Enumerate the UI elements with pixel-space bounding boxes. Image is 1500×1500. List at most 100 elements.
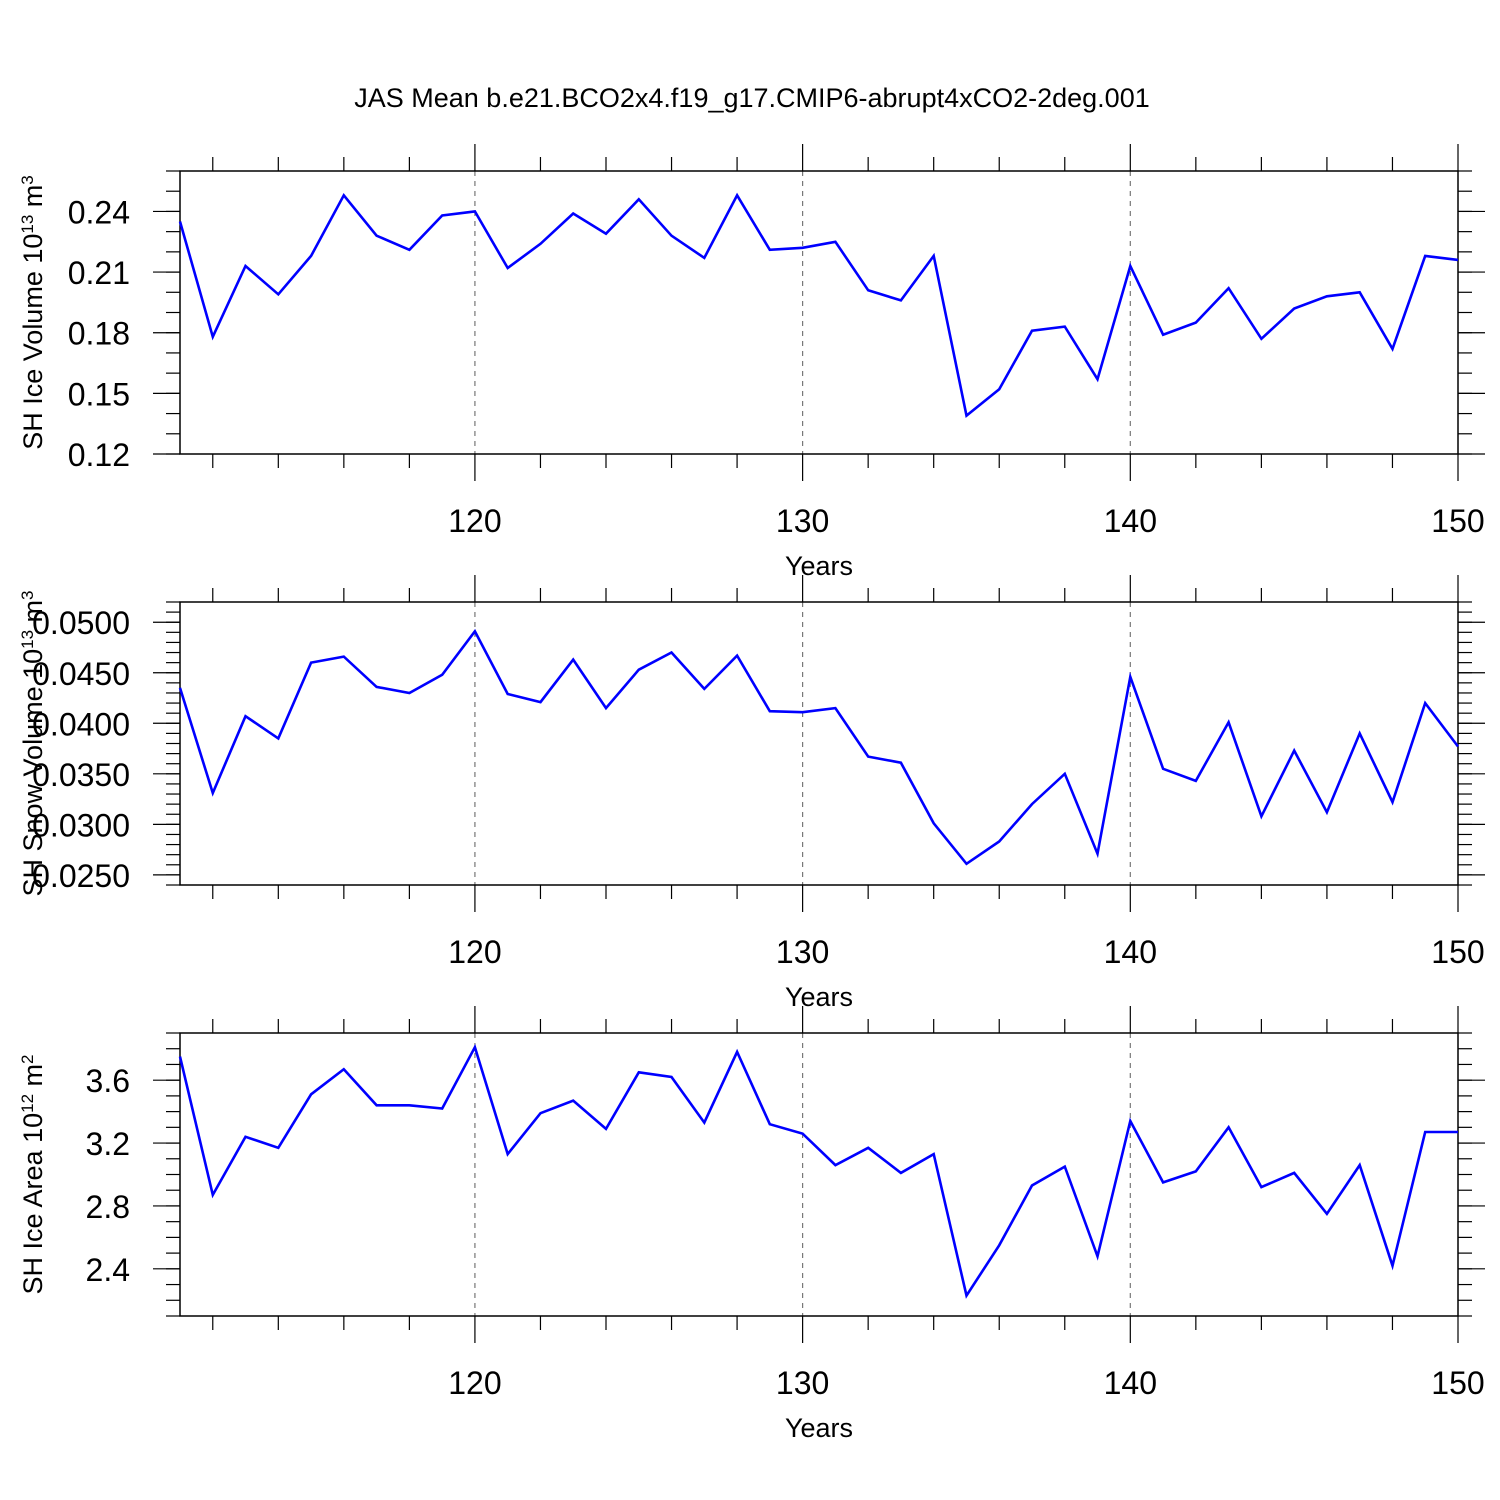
data-point [637, 1070, 641, 1074]
y-tick-label: 0.21 [68, 255, 130, 291]
plot-frame [179, 1032, 1459, 1317]
data-point [1030, 329, 1034, 333]
data-point [1358, 1163, 1362, 1167]
data-point [1259, 814, 1263, 818]
data-point [276, 1146, 280, 1150]
data-point [964, 862, 968, 866]
data-point [1194, 321, 1198, 325]
x-tick-label: 150 [1431, 1365, 1484, 1401]
data-point [1128, 1119, 1132, 1123]
data-point [342, 193, 346, 197]
data-point [833, 240, 837, 244]
data-point [1423, 701, 1427, 705]
data-point [866, 1146, 870, 1150]
y-tick-label: 0.0300 [32, 807, 130, 843]
data-point [670, 234, 674, 238]
x-axis-title: Years [785, 982, 853, 1012]
y-tick-label: 0.0250 [32, 858, 130, 894]
panel-1: 120 130 140 150 Years 0.12 0.15 0.18 0.21 0.24 SH … [18, 144, 1485, 581]
data-point [211, 791, 215, 795]
data-point [735, 654, 739, 658]
data-point [866, 288, 870, 292]
y-tick-label: 3.2 [86, 1126, 130, 1162]
data-point [440, 1106, 444, 1110]
panels: 120 130 140 150 Years 0.12 0.15 0.18 0.21 0.24 SH … [18, 144, 1485, 1443]
data-point [702, 256, 706, 260]
data-point [801, 710, 805, 714]
y-tick-label: 0.15 [68, 376, 130, 412]
data-point [1227, 286, 1231, 290]
x-tick-label: 140 [1104, 1365, 1157, 1401]
data-point [407, 691, 411, 695]
data-point [637, 197, 641, 201]
data-point [1456, 258, 1460, 262]
data-point [1423, 1130, 1427, 1134]
y-tick-label: 0.0350 [32, 757, 130, 793]
data-point [309, 1092, 313, 1096]
series-line [178, 628, 1460, 866]
data-point [178, 1055, 182, 1059]
data-point [440, 213, 444, 217]
data-point [604, 1127, 608, 1131]
data-point [702, 687, 706, 691]
y-tick-label: 0.18 [68, 316, 130, 352]
panel-2: 120 130 140 150 Years 0.0250 0.0300 0.0350 0.040… [18, 575, 1485, 1012]
data-point [768, 248, 772, 252]
data-point [1096, 852, 1100, 856]
data-point [211, 335, 215, 339]
data-point [1194, 1169, 1198, 1173]
data-point [1063, 1165, 1067, 1169]
data-point [1096, 377, 1100, 381]
data-point [571, 658, 575, 662]
y-tick-label: 3.6 [86, 1063, 130, 1099]
data-point [1030, 1184, 1034, 1188]
data-point [899, 298, 903, 302]
data-point [735, 193, 739, 197]
data-point [407, 248, 411, 252]
data-point [1325, 294, 1329, 298]
data-point [1456, 745, 1460, 749]
data-point [375, 685, 379, 689]
data-point [899, 761, 903, 765]
data-point [833, 706, 837, 710]
x-tick-label: 150 [1431, 503, 1484, 539]
data-point [964, 414, 968, 418]
data-point [506, 692, 510, 696]
x-tick-label: 120 [448, 503, 501, 539]
y-tick-label: 0.0500 [32, 605, 130, 641]
x-axis-title: Years [785, 1413, 853, 1443]
x-tick-label: 150 [1431, 934, 1484, 970]
y-tick-label: 0.0400 [32, 706, 130, 742]
data-point [1063, 325, 1067, 329]
data-point [735, 1050, 739, 1054]
data-point [768, 709, 772, 713]
data-point [997, 387, 1001, 391]
data-point [964, 1294, 968, 1298]
data-point [538, 700, 542, 704]
data-point [375, 1103, 379, 1107]
data-point [1227, 720, 1231, 724]
data-point [899, 1171, 903, 1175]
x-axis-title: Years [785, 551, 853, 581]
data-point [604, 706, 608, 710]
data-point [1390, 347, 1394, 351]
x-tick-label: 130 [776, 934, 829, 970]
y-tick-label: 0.0450 [32, 656, 130, 692]
panel-3: 120 130 140 150 Years 2.4 2.8 3.2 3.6 SH Ice Area… [18, 1006, 1485, 1443]
data-point [1325, 810, 1329, 814]
figure-title: JAS Mean b.e21.BCO2x4.f19_g17.CMIP6-abru… [354, 83, 1149, 113]
data-point [932, 254, 936, 258]
y-axis-title: SH Snow Volume 1013 m3 [18, 590, 48, 896]
data-point [1390, 1264, 1394, 1268]
data-point [473, 209, 477, 213]
plot-frame [179, 601, 1459, 886]
data-point [178, 220, 182, 224]
data-point [276, 736, 280, 740]
data-point [1390, 800, 1394, 804]
y-axis-title: SH Ice Area 1012 m2 [18, 1055, 48, 1295]
data-point [1194, 779, 1198, 783]
data-point [1292, 306, 1296, 310]
data-point [1161, 1180, 1165, 1184]
data-point [833, 1163, 837, 1167]
